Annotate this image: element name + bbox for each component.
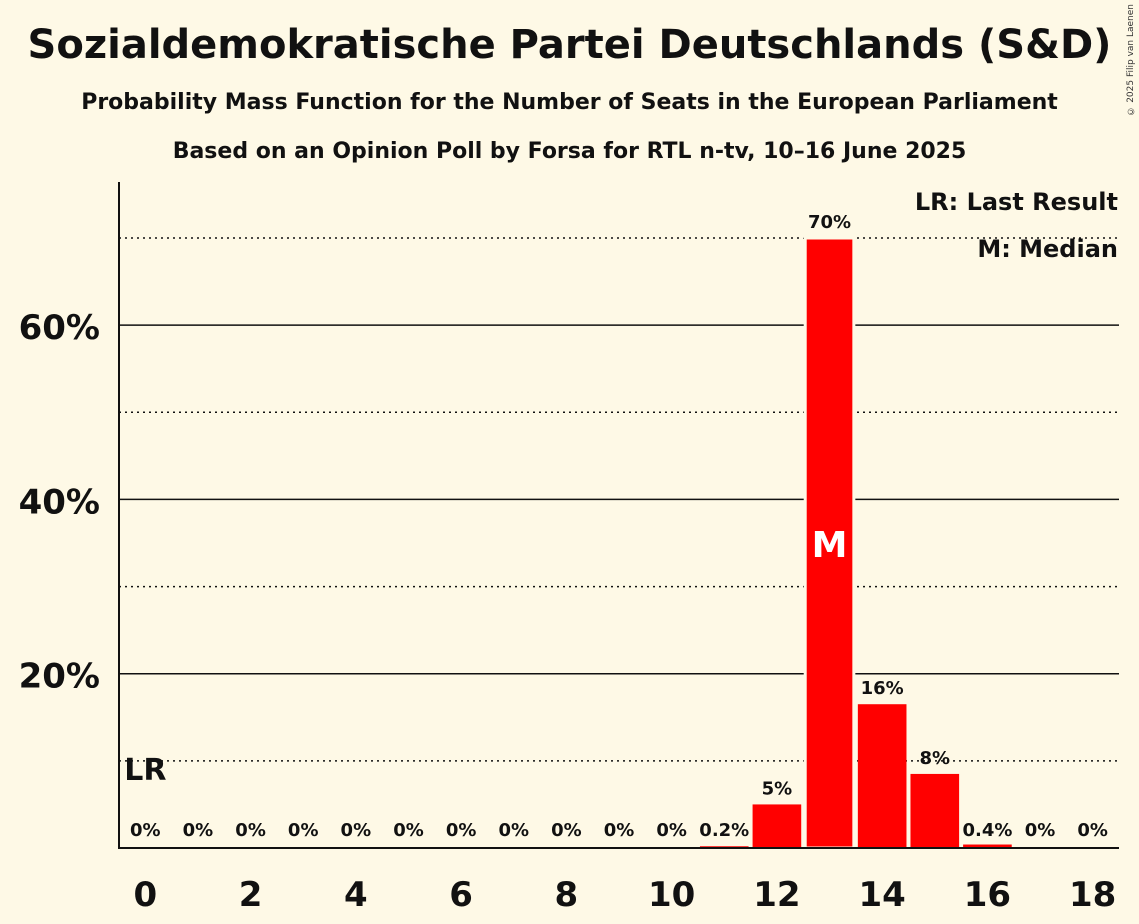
x-tick-label: 0: [133, 875, 157, 915]
legend-last-result: LR: Last Result: [915, 188, 1118, 216]
value-label: 0%: [288, 820, 319, 841]
bar: [857, 704, 907, 848]
x-tick-label: 4: [344, 875, 368, 915]
chart-title: Sozialdemokratische Partei Deutschlands …: [27, 22, 1112, 68]
grid-lines: [119, 237, 1119, 762]
value-label: 0%: [604, 820, 635, 841]
x-tick-label: 8: [555, 875, 579, 915]
value-label: 0%: [1025, 820, 1056, 841]
value-label: 0%: [446, 820, 477, 841]
legend-median: M: Median: [977, 235, 1118, 263]
last-result-marker: LR: [124, 753, 166, 788]
value-label: 0%: [393, 820, 424, 841]
x-tick-label: 14: [858, 875, 905, 915]
value-label: 5%: [762, 778, 793, 799]
x-tick-label: 2: [239, 875, 263, 915]
y-tick-label: 60%: [19, 308, 100, 348]
x-tick-label: 18: [1069, 875, 1116, 915]
value-label: 70%: [808, 212, 851, 233]
value-label: 0%: [498, 820, 529, 841]
median-marker: M: [812, 525, 848, 566]
value-labels: 0% 0% 0% 0% 0% 0% 0% 0% 0% 0% 0% 0.2% 5% 70% M 16% 8% 0.4…: [124, 212, 1108, 841]
value-label: 0.2%: [699, 820, 749, 841]
bars: [699, 236, 1012, 850]
value-label: 0%: [656, 820, 687, 841]
x-tick-label: 16: [964, 875, 1011, 915]
value-label: 16%: [861, 678, 904, 699]
bar: [752, 804, 802, 848]
axis-ticks: 20% 40% 60% 0 2 4 6 8 10 12 14 16 18: [19, 308, 1117, 915]
x-tick-label: 12: [753, 875, 800, 915]
value-label: 0%: [183, 820, 214, 841]
median-bar-gap: [803, 236, 856, 238]
bar: [963, 844, 1012, 848]
value-label: 0.4%: [962, 820, 1012, 841]
y-tick-label: 20%: [19, 657, 100, 697]
chart-subtitle: Probability Mass Function for the Number…: [81, 90, 1058, 115]
value-label: 8%: [920, 748, 951, 769]
y-tick-label: 40%: [19, 482, 100, 522]
value-label: 0%: [235, 820, 266, 841]
value-label: 0%: [551, 820, 582, 841]
chart-source-note: Based on an Opinion Poll by Forsa for RT…: [172, 139, 967, 164]
value-label: 0%: [1077, 820, 1108, 841]
value-label: 0%: [130, 820, 161, 841]
value-label: 0%: [341, 820, 372, 841]
x-tick-label: 10: [648, 875, 695, 915]
bar: [910, 773, 960, 848]
x-tick-label: 6: [449, 875, 473, 915]
